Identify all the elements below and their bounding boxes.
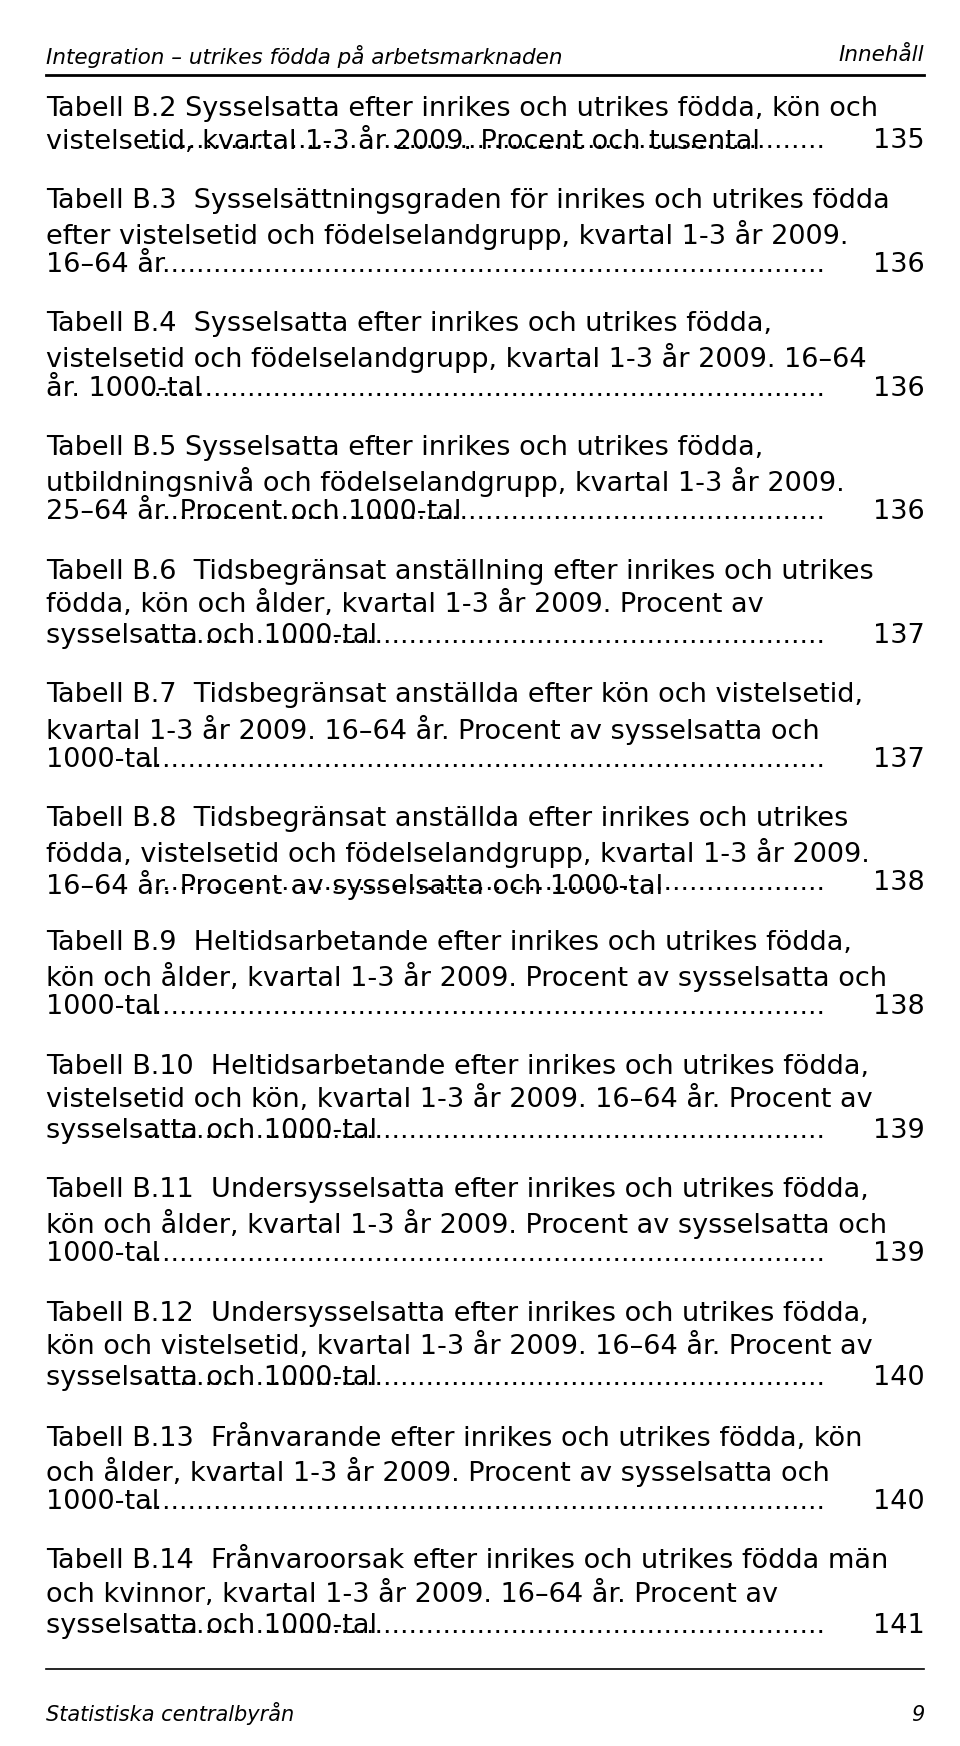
Text: Tabell B.14  Frånvaroorsak efter inrikes och utrikes födda män: Tabell B.14 Frånvaroorsak efter inrikes … <box>46 1549 888 1575</box>
Text: kön och ålder, kvartal 1-3 år 2009. Procent av sysselsatta och: kön och ålder, kvartal 1-3 år 2009. Proc… <box>46 1210 887 1240</box>
Text: 140: 140 <box>873 1489 924 1516</box>
Text: sysselsatta och 1000-tal: sysselsatta och 1000-tal <box>46 1117 377 1144</box>
Text: sysselsatta och 1000-tal: sysselsatta och 1000-tal <box>46 623 377 650</box>
Text: ................................................................................: ........................................… <box>145 251 826 278</box>
Text: ................................................................................: ........................................… <box>145 1489 826 1516</box>
Text: 137: 137 <box>873 747 924 773</box>
Text: utbildningsnivå och födelselandgrupp, kvartal 1-3 år 2009.: utbildningsnivå och födelselandgrupp, kv… <box>46 468 845 498</box>
Text: Tabell B.4  Sysselsatta efter inrikes och utrikes födda,: Tabell B.4 Sysselsatta efter inrikes och… <box>46 311 772 337</box>
Text: 16–64 år: 16–64 år <box>46 251 165 278</box>
Text: Tabell B.7  Tidsbegränsat anställda efter kön och vistelsetid,: Tabell B.7 Tidsbegränsat anställda efter… <box>46 683 863 709</box>
Text: Tabell B.2 Sysselsatta efter inrikes och utrikes födda, kön och: Tabell B.2 Sysselsatta efter inrikes och… <box>46 96 878 122</box>
Text: Statistiska centralbyrån: Statistiska centralbyrån <box>46 1702 295 1725</box>
Text: år. 1000-tal: år. 1000-tal <box>46 375 202 402</box>
Text: 9: 9 <box>911 1706 924 1725</box>
Text: ................................................................................: ........................................… <box>145 623 826 650</box>
Text: ................................................................................: ........................................… <box>145 1365 826 1392</box>
Text: Tabell B.9  Heltidsarbetande efter inrikes och utrikes födda,: Tabell B.9 Heltidsarbetande efter inrike… <box>46 931 852 955</box>
Text: ................................................................................: ........................................… <box>145 747 826 773</box>
Text: Tabell B.6  Tidsbegränsat anställning efter inrikes och utrikes: Tabell B.6 Tidsbegränsat anställning eft… <box>46 559 874 585</box>
Text: Innehåll: Innehåll <box>839 45 924 65</box>
Text: 1000-tal: 1000-tal <box>46 747 159 773</box>
Text: 136: 136 <box>873 375 924 402</box>
Text: ................................................................................: ........................................… <box>145 499 826 526</box>
Text: 1000-tal: 1000-tal <box>46 1489 159 1516</box>
Text: Integration – utrikes födda på arbetsmarknaden: Integration – utrikes födda på arbetsmar… <box>46 45 563 68</box>
Text: Tabell B.10  Heltidsarbetande efter inrikes och utrikes födda,: Tabell B.10 Heltidsarbetande efter inrik… <box>46 1053 869 1079</box>
Text: ................................................................................: ........................................… <box>145 375 826 402</box>
Text: sysselsatta och 1000-tal: sysselsatta och 1000-tal <box>46 1365 377 1392</box>
Text: 136: 136 <box>873 251 924 278</box>
Text: ................................................................................: ........................................… <box>145 127 826 154</box>
Text: födda, kön och ålder, kvartal 1-3 år 2009. Procent av: födda, kön och ålder, kvartal 1-3 år 200… <box>46 590 764 618</box>
Text: födda, vistelsetid och födelselandgrupp, kvartal 1-3 år 2009.: födda, vistelsetid och födelselandgrupp,… <box>46 838 870 868</box>
Text: kön och ålder, kvartal 1-3 år 2009. Procent av sysselsatta och: kön och ålder, kvartal 1-3 år 2009. Proc… <box>46 962 887 992</box>
Text: efter vistelsetid och födelselandgrupp, kvartal 1-3 år 2009.: efter vistelsetid och födelselandgrupp, … <box>46 220 849 250</box>
Text: 16–64 år. Procent av sysselsatta och 1000-tal: 16–64 år. Procent av sysselsatta och 100… <box>46 871 663 901</box>
Text: vistelsetid och kön, kvartal 1-3 år 2009. 16–64 år. Procent av: vistelsetid och kön, kvartal 1-3 år 2009… <box>46 1086 873 1112</box>
Text: 139: 139 <box>873 1241 924 1268</box>
Text: Tabell B.8  Tidsbegränsat anställda efter inrikes och utrikes: Tabell B.8 Tidsbegränsat anställda efter… <box>46 807 849 833</box>
Text: och kvinnor, kvartal 1-3 år 2009. 16–64 år. Procent av: och kvinnor, kvartal 1-3 år 2009. 16–64 … <box>46 1580 778 1608</box>
Text: vistelsetid, kvartal 1-3 år 2009. Procent och tusental: vistelsetid, kvartal 1-3 år 2009. Procen… <box>46 127 760 155</box>
Text: 136: 136 <box>873 499 924 526</box>
Text: ................................................................................: ........................................… <box>145 871 826 896</box>
Text: 25–64 år. Procent och 1000-tal: 25–64 år. Procent och 1000-tal <box>46 499 470 526</box>
Text: 140: 140 <box>873 1365 924 1392</box>
Text: 137: 137 <box>873 623 924 650</box>
Text: och ålder, kvartal 1-3 år 2009. Procent av sysselsatta och: och ålder, kvartal 1-3 år 2009. Procent … <box>46 1456 829 1488</box>
Text: ................................................................................: ........................................… <box>145 1613 826 1638</box>
Text: 138: 138 <box>873 993 924 1020</box>
Text: 138: 138 <box>873 871 924 896</box>
Text: ................................................................................: ........................................… <box>145 993 826 1020</box>
Text: ................................................................................: ........................................… <box>145 1117 826 1144</box>
Text: ................................................................................: ........................................… <box>145 1241 826 1268</box>
Text: Tabell B.5 Sysselsatta efter inrikes och utrikes födda,: Tabell B.5 Sysselsatta efter inrikes och… <box>46 435 763 461</box>
Text: 135: 135 <box>873 127 924 154</box>
Text: Tabell B.11  Undersysselsatta efter inrikes och utrikes födda,: Tabell B.11 Undersysselsatta efter inrik… <box>46 1177 869 1203</box>
Text: 1000-tal: 1000-tal <box>46 1241 159 1268</box>
Text: Tabell B.13  Frånvarande efter inrikes och utrikes födda, kön: Tabell B.13 Frånvarande efter inrikes oc… <box>46 1425 862 1451</box>
Text: 139: 139 <box>873 1117 924 1144</box>
Text: Tabell B.3  Sysselsättningsgraden för inrikes och utrikes födda: Tabell B.3 Sysselsättningsgraden för inr… <box>46 187 890 213</box>
Text: Tabell B.12  Undersysselsatta efter inrikes och utrikes födda,: Tabell B.12 Undersysselsatta efter inrik… <box>46 1301 869 1327</box>
Text: vistelsetid och födelselandgrupp, kvartal 1-3 år 2009. 16–64: vistelsetid och födelselandgrupp, kvarta… <box>46 344 867 374</box>
Text: 141: 141 <box>873 1613 924 1638</box>
Text: kön och vistelsetid, kvartal 1-3 år 2009. 16–64 år. Procent av: kön och vistelsetid, kvartal 1-3 år 2009… <box>46 1332 873 1360</box>
Text: kvartal 1-3 år 2009. 16–64 år. Procent av sysselsatta och: kvartal 1-3 år 2009. 16–64 år. Procent a… <box>46 714 820 744</box>
Text: 1000-tal: 1000-tal <box>46 993 159 1020</box>
Text: sysselsatta och 1000-tal: sysselsatta och 1000-tal <box>46 1613 377 1638</box>
